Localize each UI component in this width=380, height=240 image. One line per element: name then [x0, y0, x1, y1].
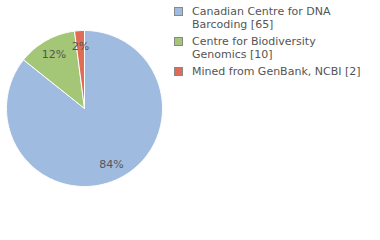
svg-text:12%: 12% [42, 48, 66, 61]
html-text:Mined from GenBank, NCBI [2]: Mined from GenBank, NCBI [2] [192, 65, 361, 78]
svg-text:2%: 2% [72, 40, 89, 53]
html-text:Canadian Centre for DNA Barcod: Canadian Centre for DNA Barcoding [65] [192, 5, 331, 31]
html-text:Centre for Biodiversity Genomi: Centre for Biodiversity Genomics [10] [192, 35, 316, 61]
svg-text:84%: 84% [99, 158, 123, 171]
